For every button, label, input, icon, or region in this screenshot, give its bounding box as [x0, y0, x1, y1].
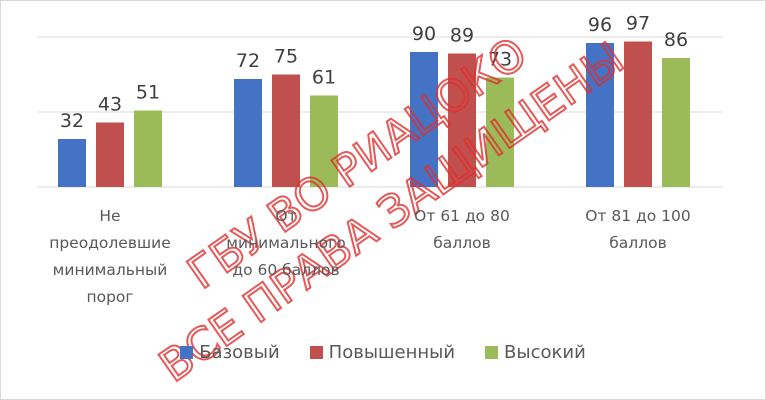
value-label: 75 [274, 46, 298, 68]
legend-item: Высокий [485, 342, 586, 363]
bar [486, 77, 514, 187]
legend-swatch [180, 346, 194, 359]
legend-swatch [485, 346, 499, 359]
value-label: 61 [312, 67, 336, 89]
x-tick-label: От минимального до 60 баллов [226, 207, 346, 279]
bar [662, 58, 690, 187]
value-label: 97 [626, 13, 650, 35]
legend-label: Высокий [504, 342, 586, 363]
value-label: 72 [236, 50, 260, 72]
value-label: 73 [488, 49, 512, 71]
bar [58, 139, 86, 187]
legend-item: Базовый [180, 342, 280, 363]
legend-label: Повышенный [328, 342, 456, 363]
value-label: 86 [664, 29, 688, 51]
legend: Базовый Повышенный Высокий [0, 342, 766, 363]
value-label: 96 [588, 14, 612, 36]
value-label: 90 [412, 23, 436, 45]
value-label: 51 [136, 82, 160, 104]
bar [96, 122, 124, 187]
legend-item: Повышенный [309, 342, 456, 363]
value-label: 89 [450, 25, 474, 47]
x-tick-label: От 61 до 80 баллов [414, 207, 510, 252]
bar [134, 110, 162, 187]
legend-swatch [309, 346, 323, 359]
bar [310, 95, 338, 187]
x-tick-label: От 81 до 100 баллов [585, 207, 691, 252]
bar [272, 74, 300, 187]
bar [448, 53, 476, 187]
bar [624, 41, 652, 187]
x-tick-label: Не преодолевшие минимальный порог [49, 207, 171, 306]
bar [410, 52, 438, 187]
bar [586, 43, 614, 187]
legend-label: Базовый [199, 342, 280, 363]
bar [234, 79, 262, 187]
value-label: 43 [98, 94, 122, 116]
value-label: 32 [60, 110, 84, 132]
